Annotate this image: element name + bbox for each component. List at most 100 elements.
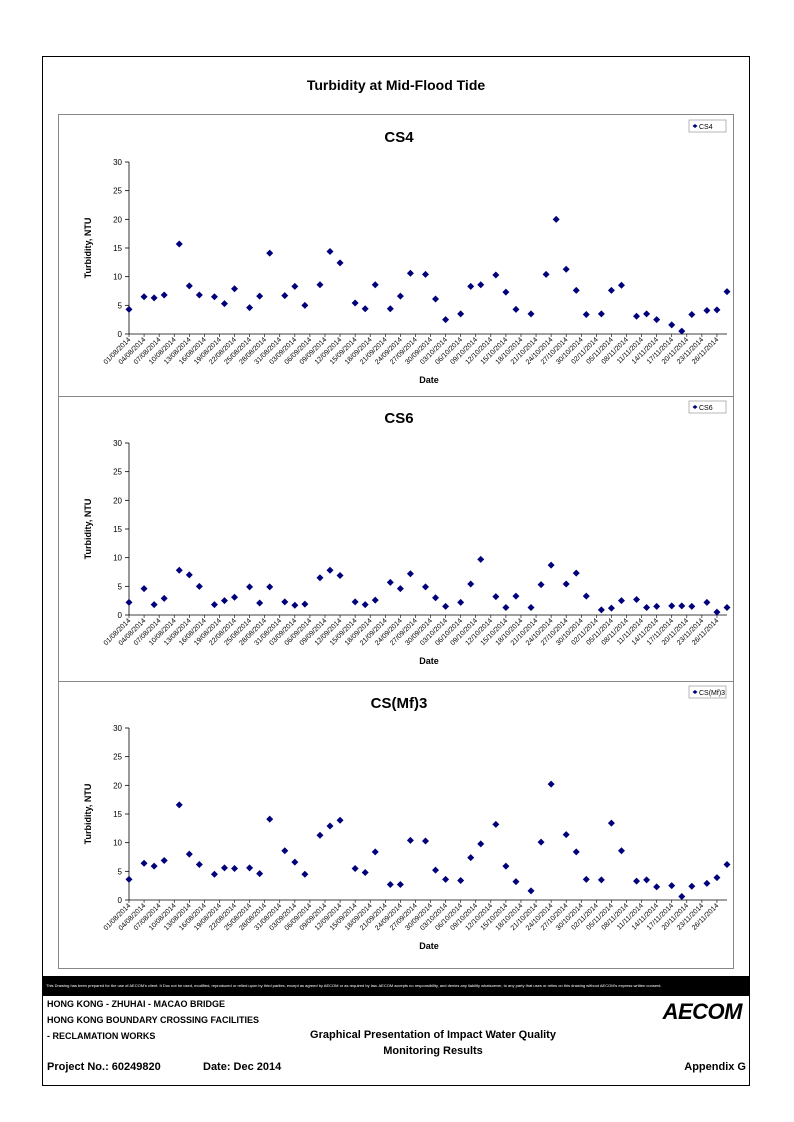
chart-cs6: CS6CS605101520253001/08/201404/08/201407… (83, 400, 731, 666)
data-point (442, 602, 450, 610)
y-tick-label: 30 (113, 724, 122, 733)
data-point (432, 594, 440, 602)
y-axis-label: Turbidity, NTU (83, 784, 93, 845)
data-point (633, 877, 641, 885)
y-tick-label: 5 (118, 582, 123, 591)
data-point (492, 593, 500, 601)
data-point (220, 300, 228, 308)
data-point (386, 881, 394, 889)
data-point (477, 555, 485, 563)
data-point (175, 566, 183, 574)
data-point (371, 281, 379, 289)
data-point (150, 601, 158, 609)
data-point (361, 868, 369, 876)
data-point (633, 596, 641, 604)
data-point (537, 581, 545, 589)
data-point (301, 600, 309, 608)
data-point (668, 882, 676, 890)
data-point (467, 282, 475, 290)
data-point (512, 305, 520, 313)
data-point (678, 893, 686, 901)
y-tick-label: 15 (113, 810, 122, 819)
data-point (160, 291, 168, 299)
data-point (281, 598, 289, 606)
data-point (246, 304, 254, 312)
data-point (195, 860, 203, 868)
data-point (266, 249, 274, 257)
data-point (502, 288, 510, 296)
data-point (256, 292, 264, 300)
data-point (467, 580, 475, 588)
data-point (442, 316, 450, 324)
data-point (492, 820, 500, 828)
data-point (668, 321, 676, 329)
data-point (562, 831, 570, 839)
data-point (432, 866, 440, 874)
data-point (386, 578, 394, 586)
data-point (527, 604, 535, 612)
y-tick-label: 0 (118, 611, 123, 620)
chart-legend: CS(Mf)3 (688, 685, 727, 699)
y-tick-label: 5 (118, 301, 123, 310)
data-point (185, 571, 193, 579)
chart-legend: CS4 (688, 119, 727, 133)
data-point (552, 215, 560, 223)
data-point (467, 854, 475, 862)
data-point (723, 288, 731, 296)
data-point (316, 574, 324, 582)
project-number: Project No.: 60249820 (47, 1061, 161, 1073)
data-point (406, 269, 414, 277)
data-point (597, 876, 605, 884)
chart-csmf3: CS(Mf)3CS(Mf)305101520253001/08/201404/0… (83, 685, 731, 951)
data-point (301, 870, 309, 878)
chart-axes (128, 443, 727, 616)
y-tick-label: 25 (113, 468, 122, 477)
data-point (336, 816, 344, 824)
y-tick-label: 5 (118, 867, 123, 876)
data-point (723, 604, 731, 612)
footer-title-line-2: Monitoring Results (383, 1045, 483, 1057)
data-point (396, 292, 404, 300)
y-tick-label: 0 (118, 896, 123, 905)
data-point (125, 598, 133, 606)
data-point (326, 822, 334, 830)
y-tick-label: 0 (118, 330, 123, 339)
data-point (643, 604, 651, 612)
data-point (210, 601, 218, 609)
data-point (396, 881, 404, 889)
data-point (527, 310, 535, 318)
data-point (713, 306, 721, 314)
data-point (160, 594, 168, 602)
drawing-date: Date: Dec 2014 (203, 1061, 282, 1073)
data-point (291, 282, 299, 290)
data-point (421, 583, 429, 591)
y-tick-label: 15 (113, 244, 122, 253)
data-point (281, 292, 289, 300)
data-point (291, 601, 299, 609)
chart-title: CS4 (384, 129, 414, 146)
footer-project-line-1: HONG KONG - ZHUHAI - MACAO BRIDGE (47, 999, 225, 1009)
data-point (185, 282, 193, 290)
data-point (195, 582, 203, 590)
data-point (371, 848, 379, 856)
data-point (351, 864, 359, 872)
legend-marker (692, 690, 698, 694)
data-point (351, 299, 359, 307)
data-point (361, 305, 369, 313)
chart-panel-cs6: CS6 CS6 0 5 10 15 20 25 30 01/08/2014 04/08/2014 07… (59, 396, 733, 682)
data-point (185, 850, 193, 858)
data-point (246, 864, 254, 872)
data-point (572, 569, 580, 577)
chart-cs4: CS4CS405101520253001/08/201404/08/201407… (83, 119, 731, 385)
y-tick-label: 20 (113, 496, 122, 505)
data-point (703, 879, 711, 887)
data-point (512, 592, 520, 600)
data-point (266, 583, 274, 591)
legend-label: CS(Mf)3 (699, 690, 725, 697)
data-point (246, 583, 254, 591)
data-point (231, 864, 239, 872)
data-point (668, 602, 676, 610)
data-point (582, 592, 590, 600)
chart-axes (128, 162, 727, 335)
page-title: Turbidity at Mid-Flood Tide (306, 77, 486, 93)
